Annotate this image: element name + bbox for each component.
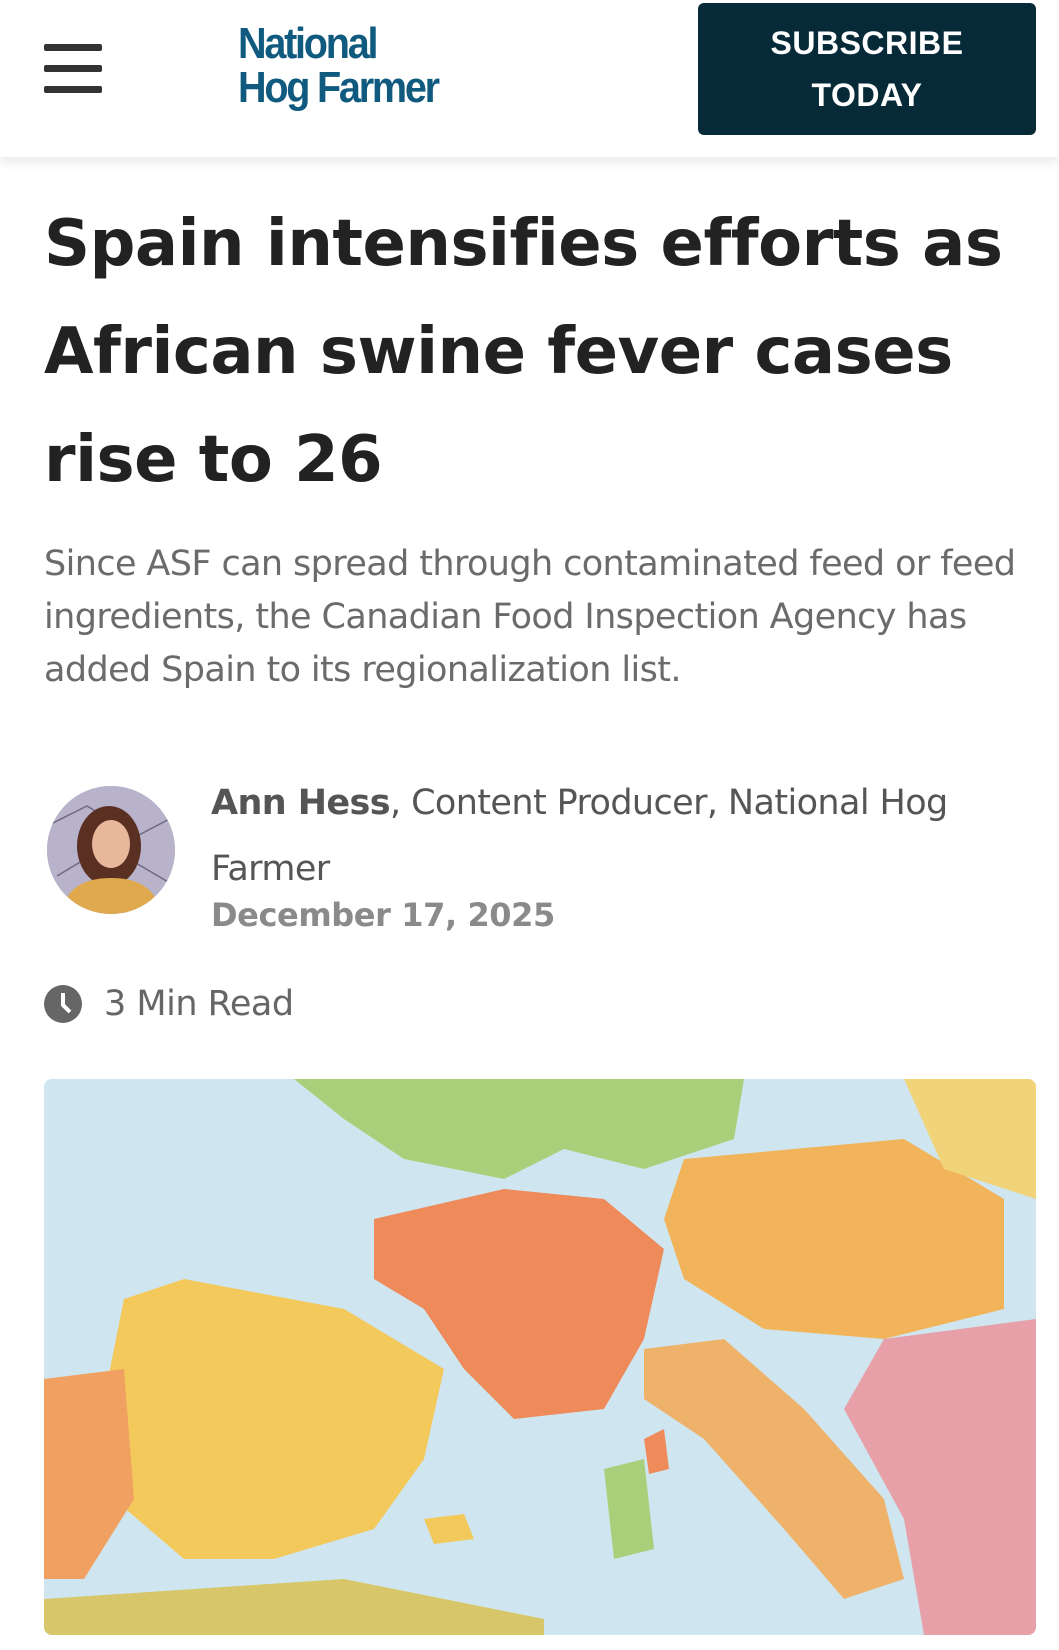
subscribe-button[interactable]: SUBSCRIBE TODAY <box>698 3 1036 135</box>
read-time-label: 3 Min Read <box>104 984 294 1024</box>
article-title: Spain intensifies efforts as African swi… <box>44 207 1003 497</box>
hamburger-menu-icon[interactable] <box>44 44 102 94</box>
byline: Ann Hess, Content Producer, National Hog… <box>211 770 1031 902</box>
author-avatar[interactable] <box>47 786 175 914</box>
site-header: National Hog Farmer SUBSCRIBE TODAY <box>0 0 1059 157</box>
read-time: 3 Min Read <box>44 984 294 1024</box>
author-role: , Content Producer, National Hog Farmer <box>211 783 948 889</box>
article-dek: Since ASF can spread through contaminate… <box>44 544 1016 690</box>
clock-icon <box>44 985 82 1023</box>
author-name-link[interactable]: Ann Hess <box>211 783 391 823</box>
site-logo[interactable]: National Hog Farmer <box>238 19 440 112</box>
publish-date: December 17, 2025 <box>211 896 555 934</box>
hero-image-map <box>44 1079 1036 1635</box>
